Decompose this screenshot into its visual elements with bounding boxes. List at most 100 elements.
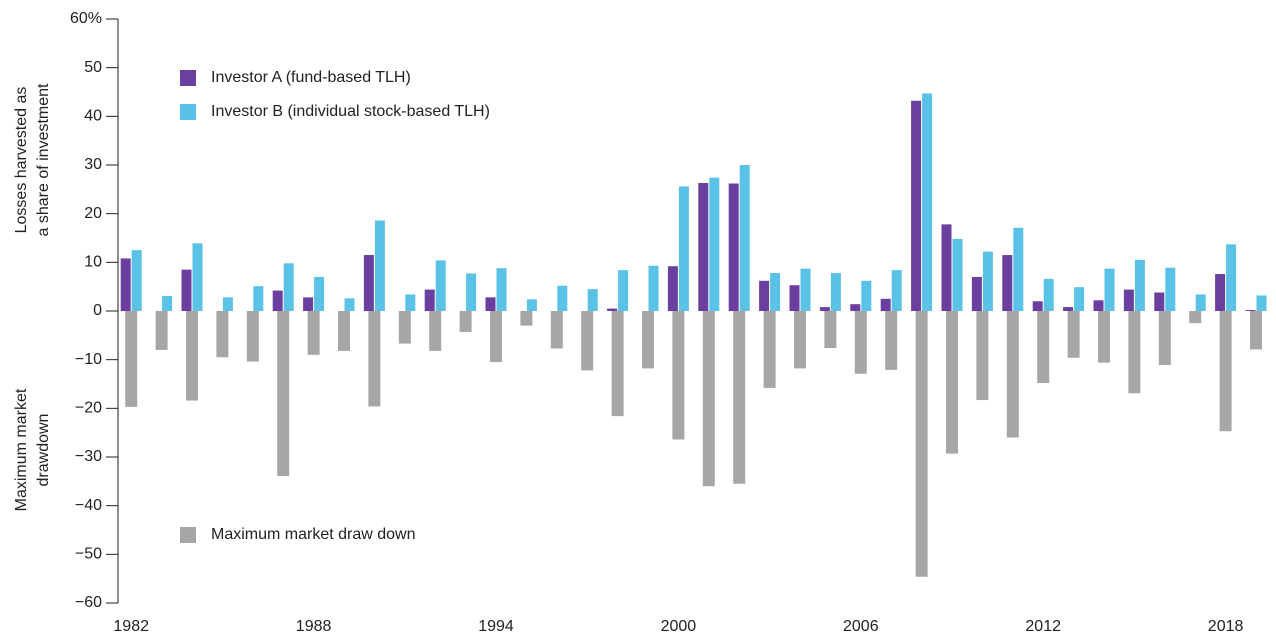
bar xyxy=(1195,294,1206,311)
bar xyxy=(398,311,411,344)
bar xyxy=(490,311,502,363)
bar xyxy=(368,311,381,407)
bar xyxy=(1067,311,1080,358)
bar xyxy=(830,273,841,311)
bar xyxy=(789,285,800,311)
y-axis-title: drawdown xyxy=(35,414,52,487)
y-tick-label: −40 xyxy=(75,497,102,514)
bar xyxy=(819,307,830,311)
bar xyxy=(667,266,678,311)
bar xyxy=(702,311,715,487)
bar xyxy=(880,298,891,311)
bar xyxy=(120,258,131,311)
bar xyxy=(794,311,806,369)
bar xyxy=(1104,268,1115,311)
bar xyxy=(971,276,982,311)
bar xyxy=(915,311,928,577)
bar xyxy=(216,311,229,358)
x-tick-label: 1988 xyxy=(296,618,332,635)
bar xyxy=(1250,311,1262,350)
bar xyxy=(587,289,598,311)
bar xyxy=(891,270,902,311)
bar xyxy=(728,183,739,311)
bar xyxy=(642,311,654,369)
legend-swatch xyxy=(180,527,196,543)
x-tick-label: 1982 xyxy=(113,618,149,635)
bar xyxy=(946,311,958,454)
bar xyxy=(557,285,568,311)
bar xyxy=(581,311,594,371)
bar xyxy=(1032,301,1043,311)
bar xyxy=(424,289,435,311)
bar xyxy=(1123,289,1134,311)
bar xyxy=(125,311,138,407)
bar xyxy=(162,295,173,311)
x-tick-label: 2018 xyxy=(1208,618,1244,635)
bar xyxy=(307,311,320,355)
bar xyxy=(824,311,837,348)
bar xyxy=(607,308,618,311)
bar xyxy=(1245,310,1256,311)
bar xyxy=(520,311,533,326)
bar xyxy=(303,297,314,311)
bar xyxy=(314,276,325,311)
bar xyxy=(922,93,933,312)
bar xyxy=(759,280,770,311)
bar xyxy=(618,270,629,311)
bar xyxy=(861,280,872,311)
y-tick-label: 50 xyxy=(84,59,102,76)
bar xyxy=(941,224,952,311)
bar xyxy=(733,311,746,484)
bar xyxy=(952,238,963,311)
bar xyxy=(709,177,720,311)
y-axis-title: a share of investment xyxy=(35,83,52,237)
bar xyxy=(698,183,709,311)
bar xyxy=(1134,259,1145,311)
bar xyxy=(485,297,496,311)
bar xyxy=(1215,274,1226,311)
bar xyxy=(496,268,507,311)
bar xyxy=(181,269,192,311)
y-axis-title: Maximum market xyxy=(13,388,30,511)
legend-label: Investor A (fund-based TLH) xyxy=(211,69,411,86)
bar xyxy=(763,311,776,388)
bar xyxy=(1189,311,1202,324)
bar xyxy=(1063,307,1074,311)
x-tick-label: 1994 xyxy=(478,618,514,635)
bar xyxy=(253,286,264,311)
y-tick-label: 0 xyxy=(93,302,102,319)
bar xyxy=(850,304,861,311)
bar xyxy=(222,297,233,311)
bar xyxy=(405,294,416,311)
bar xyxy=(911,100,922,311)
y-tick-label: −30 xyxy=(75,448,102,465)
y-tick-label: −60 xyxy=(75,594,102,611)
bar xyxy=(186,311,198,401)
y-tick-label: −20 xyxy=(75,400,102,417)
bar xyxy=(976,311,989,401)
bar xyxy=(770,273,781,311)
bar xyxy=(550,311,563,349)
bar xyxy=(344,298,355,311)
bar xyxy=(1154,292,1165,311)
y-tick-label: 60% xyxy=(70,10,102,27)
bar xyxy=(982,251,993,311)
bar xyxy=(1226,244,1237,311)
bar xyxy=(1037,311,1050,384)
bar xyxy=(1043,278,1054,311)
bar xyxy=(338,311,350,351)
bar xyxy=(363,255,374,311)
x-tick-label: 2012 xyxy=(1025,618,1061,635)
y-tick-label: 20 xyxy=(84,205,102,222)
bar xyxy=(192,243,203,311)
bar xyxy=(1093,300,1104,311)
y-tick-label: 40 xyxy=(84,108,102,125)
bar xyxy=(429,311,442,351)
bar xyxy=(1128,311,1141,394)
bar xyxy=(459,311,472,332)
bar xyxy=(1074,287,1085,311)
bar xyxy=(648,265,659,311)
bar xyxy=(435,260,446,311)
bar xyxy=(283,263,294,311)
